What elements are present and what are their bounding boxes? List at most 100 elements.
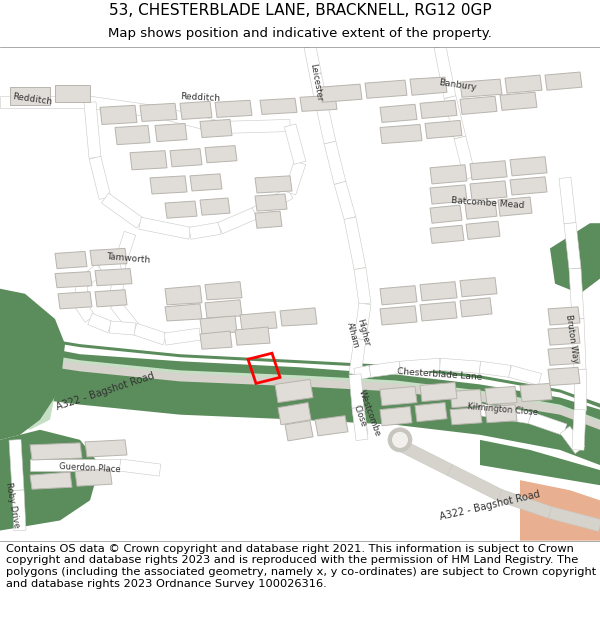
Polygon shape	[450, 389, 482, 408]
Polygon shape	[320, 84, 362, 102]
Polygon shape	[55, 272, 92, 288]
Polygon shape	[352, 407, 368, 436]
Polygon shape	[545, 72, 582, 90]
Polygon shape	[420, 282, 457, 301]
Polygon shape	[165, 201, 197, 218]
Text: Chesterblade Lane: Chesterblade Lane	[397, 367, 483, 382]
Polygon shape	[334, 181, 356, 220]
Polygon shape	[548, 327, 580, 345]
Polygon shape	[470, 161, 507, 180]
Polygon shape	[380, 407, 412, 426]
Polygon shape	[252, 188, 293, 218]
Polygon shape	[240, 312, 277, 330]
Polygon shape	[165, 304, 202, 321]
Text: Redditch: Redditch	[11, 92, 52, 106]
Polygon shape	[165, 286, 202, 305]
Polygon shape	[520, 383, 552, 402]
Polygon shape	[400, 358, 440, 373]
Polygon shape	[315, 416, 348, 436]
Text: Redditch: Redditch	[180, 92, 220, 103]
Polygon shape	[520, 480, 600, 541]
Polygon shape	[88, 313, 112, 332]
Polygon shape	[425, 121, 462, 139]
Text: Leicester: Leicester	[308, 62, 324, 102]
Polygon shape	[510, 157, 547, 176]
Polygon shape	[58, 292, 92, 309]
Polygon shape	[205, 300, 242, 318]
Polygon shape	[90, 248, 127, 266]
Polygon shape	[460, 96, 497, 114]
Polygon shape	[508, 366, 542, 385]
Polygon shape	[164, 328, 201, 345]
Polygon shape	[365, 80, 407, 98]
Polygon shape	[572, 409, 586, 450]
Text: Westcombe
Close: Westcombe Close	[347, 388, 383, 441]
Polygon shape	[415, 402, 447, 422]
Polygon shape	[444, 96, 466, 139]
Polygon shape	[10, 87, 50, 106]
Polygon shape	[0, 339, 600, 465]
Polygon shape	[479, 404, 531, 424]
Polygon shape	[572, 319, 586, 369]
Polygon shape	[354, 303, 371, 340]
Polygon shape	[205, 146, 237, 162]
Polygon shape	[420, 382, 457, 402]
Polygon shape	[430, 165, 467, 184]
Polygon shape	[430, 185, 467, 204]
Polygon shape	[304, 46, 326, 99]
Polygon shape	[498, 197, 532, 216]
Polygon shape	[397, 439, 452, 476]
Polygon shape	[0, 349, 55, 430]
Polygon shape	[485, 386, 517, 404]
Polygon shape	[158, 106, 221, 133]
Polygon shape	[280, 308, 317, 326]
Polygon shape	[369, 361, 401, 378]
Polygon shape	[215, 100, 252, 118]
Polygon shape	[74, 283, 88, 304]
Polygon shape	[85, 440, 127, 457]
Polygon shape	[255, 194, 287, 211]
Polygon shape	[559, 177, 576, 224]
Polygon shape	[139, 217, 191, 239]
Text: Roby Drive: Roby Drive	[4, 482, 20, 529]
Polygon shape	[30, 443, 82, 460]
Polygon shape	[220, 119, 290, 134]
Polygon shape	[380, 386, 417, 406]
Polygon shape	[430, 225, 464, 243]
Text: Banbury: Banbury	[439, 78, 478, 92]
Polygon shape	[30, 472, 72, 489]
Text: Map shows position and indicative extent of the property.: Map shows position and indicative extent…	[108, 28, 492, 40]
Polygon shape	[200, 198, 230, 215]
Text: A322 - Bagshot Road: A322 - Bagshot Road	[55, 371, 155, 412]
Polygon shape	[75, 301, 95, 322]
Polygon shape	[300, 95, 337, 111]
Polygon shape	[180, 101, 212, 119]
Polygon shape	[480, 440, 600, 485]
Polygon shape	[548, 307, 580, 325]
Polygon shape	[115, 126, 150, 144]
Text: 53, CHESTERBLADE LANE, BRACKNELL, RG12 0GP: 53, CHESTERBLADE LANE, BRACKNELL, RG12 0…	[109, 2, 491, 18]
Polygon shape	[548, 347, 580, 365]
Polygon shape	[465, 201, 497, 219]
Polygon shape	[235, 327, 270, 345]
Polygon shape	[420, 100, 457, 118]
Polygon shape	[110, 321, 136, 335]
Polygon shape	[101, 193, 143, 228]
Polygon shape	[89, 156, 111, 199]
Polygon shape	[548, 506, 600, 531]
Polygon shape	[410, 77, 447, 95]
Text: Kilmington Close: Kilmington Close	[467, 402, 539, 418]
Polygon shape	[448, 464, 503, 501]
Polygon shape	[354, 268, 371, 304]
Polygon shape	[284, 161, 305, 195]
Polygon shape	[349, 374, 364, 408]
Text: A322 - Bagshot Road: A322 - Bagshot Road	[439, 489, 541, 522]
Polygon shape	[0, 289, 65, 440]
Polygon shape	[109, 262, 126, 304]
Polygon shape	[170, 149, 202, 167]
Polygon shape	[55, 85, 90, 102]
Polygon shape	[285, 421, 313, 441]
Polygon shape	[574, 369, 586, 409]
Polygon shape	[260, 98, 297, 114]
Polygon shape	[349, 338, 366, 375]
